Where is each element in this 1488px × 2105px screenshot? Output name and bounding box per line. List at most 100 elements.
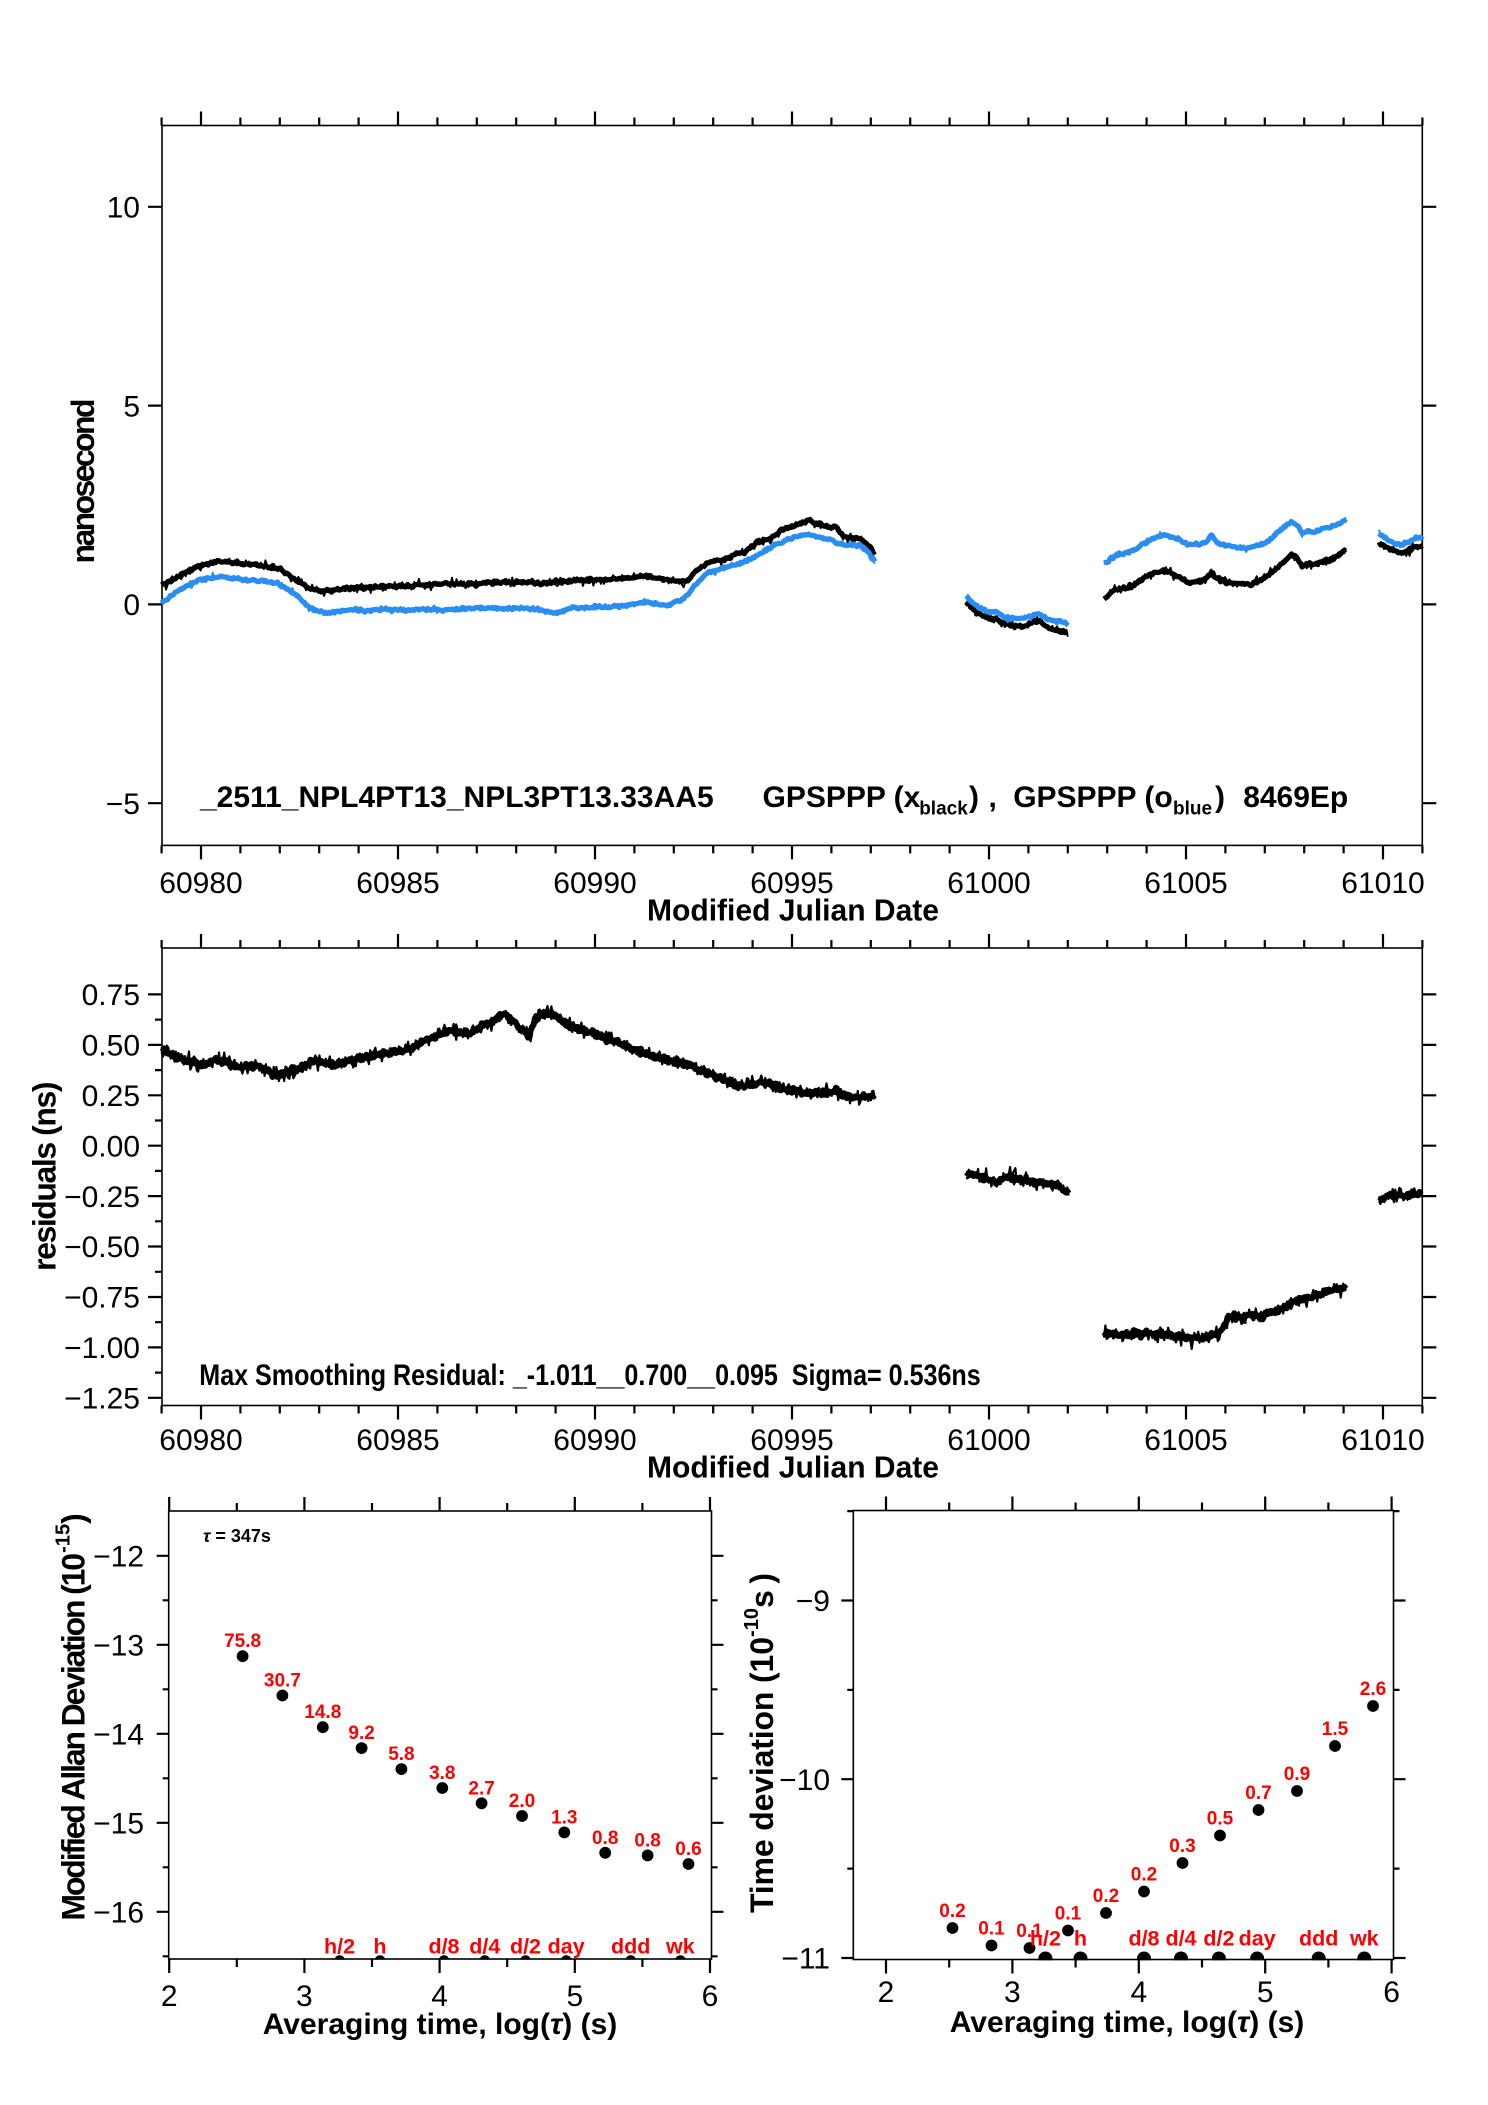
svg-text:−16: −16 (93, 1897, 144, 1930)
svg-text:2.0: 2.0 (509, 1791, 535, 1812)
svg-text:2.7: 2.7 (468, 1778, 494, 1799)
svg-text:0: 0 (123, 589, 140, 622)
svg-text:0.1: 0.1 (1055, 1904, 1082, 1925)
svg-text:d/8: d/8 (428, 1935, 459, 1959)
svg-text:60980: 60980 (159, 867, 242, 900)
svg-text:1.3: 1.3 (551, 1807, 577, 1828)
svg-text:8469Ep: 8469Ep (1243, 781, 1348, 814)
svg-text:60980: 60980 (159, 1424, 242, 1457)
svg-text:day: day (1239, 1927, 1276, 1951)
svg-text:9.2: 9.2 (348, 1723, 374, 1744)
svg-text:0.00: 0.00 (82, 1130, 140, 1163)
svg-text:6: 6 (702, 1980, 719, 2013)
svg-text:5.8: 5.8 (388, 1744, 414, 1765)
svg-text:0.7: 0.7 (1245, 1783, 1271, 1804)
svg-text:0.75: 0.75 (82, 979, 140, 1012)
svg-text:−10: −10 (779, 1764, 830, 1797)
svg-text:2: 2 (878, 1976, 895, 2009)
svg-text:0.9: 0.9 (1284, 1764, 1310, 1785)
svg-text:61005: 61005 (1144, 867, 1227, 900)
svg-text:black: black (919, 799, 968, 820)
svg-text:Modified Julian Date: Modified Julian Date (647, 1449, 939, 1484)
svg-text:60995: 60995 (750, 867, 833, 900)
svg-text:0.3: 0.3 (1169, 1836, 1195, 1857)
svg-text:ddd: ddd (1299, 1927, 1338, 1951)
svg-text:0.25: 0.25 (82, 1080, 140, 1113)
svg-text:GPSPPP (x: GPSPPP (x (763, 781, 921, 814)
svg-text:d/4: d/4 (469, 1935, 500, 1959)
svg-text:−15: −15 (93, 1808, 144, 1841)
svg-text:61010: 61010 (1341, 1424, 1424, 1457)
svg-text:day: day (548, 1935, 585, 1959)
svg-text:−13: −13 (93, 1630, 144, 1663)
svg-text:nanosecond: nanosecond (65, 399, 101, 564)
svg-text:30.7: 30.7 (264, 1671, 301, 1692)
svg-text:−14: −14 (93, 1719, 144, 1752)
svg-text:_2511_NPL4PT13_NPL3PT13.33AA5: _2511_NPL4PT13_NPL3PT13.33AA5 (199, 781, 714, 814)
svg-text:−5: −5 (106, 788, 140, 821)
svg-text:d/8: d/8 (1128, 1927, 1159, 1951)
svg-text:60990: 60990 (553, 1424, 636, 1457)
svg-text:60985: 60985 (356, 1424, 439, 1457)
svg-text:ddd: ddd (611, 1935, 650, 1959)
svg-text:60995: 60995 (750, 1424, 833, 1457)
svg-text:Modified Julian Date: Modified Julian Date (647, 893, 939, 928)
svg-text:0.1: 0.1 (978, 1919, 1005, 1940)
svg-text:3.8: 3.8 (429, 1763, 455, 1784)
svg-text:−11: −11 (781, 1943, 830, 1976)
svg-text:2: 2 (161, 1980, 178, 2013)
svg-text:d/4: d/4 (1165, 1927, 1196, 1951)
svg-text:0.50: 0.50 (82, 1030, 140, 1063)
svg-text:60985: 60985 (356, 867, 439, 900)
svg-text:-10: -10 (741, 1608, 763, 1637)
svg-text:61000: 61000 (947, 1424, 1030, 1457)
svg-text:3: 3 (296, 1980, 313, 2013)
svg-text:residuals (ns): residuals (ns) (27, 1081, 63, 1271)
svg-text:0.8: 0.8 (592, 1828, 618, 1849)
svg-text:−1.25: −1.25 (64, 1383, 140, 1416)
svg-text:GPSPPP (o: GPSPPP (o (1013, 781, 1172, 814)
svg-text:60990: 60990 (553, 867, 636, 900)
svg-text:h: h (373, 1935, 386, 1959)
svg-text:wk: wk (665, 1935, 695, 1959)
svg-text:-15: -15 (53, 1524, 75, 1553)
svg-text:4: 4 (1130, 1976, 1147, 2009)
svg-text:Averaging time, log(τ) (s): Averaging time, log(τ) (s) (263, 2008, 618, 2041)
svg-text:10: 10 (107, 192, 140, 225)
svg-text:wk: wk (1349, 1927, 1379, 1951)
svg-text:4: 4 (431, 1980, 448, 2013)
svg-text:75.8: 75.8 (224, 1631, 261, 1652)
svg-text:0.2: 0.2 (939, 1901, 965, 1922)
svg-text:h/2: h/2 (1030, 1927, 1061, 1951)
svg-text:5: 5 (566, 1980, 583, 2013)
svg-text:61010: 61010 (1341, 867, 1424, 900)
svg-text:h: h (1074, 1927, 1087, 1951)
svg-text:14.8: 14.8 (304, 1702, 341, 1723)
svg-text:τ = 347s: τ = 347s (203, 1526, 271, 1546)
svg-text:): ) (56, 1513, 92, 1524)
svg-text:0.5: 0.5 (1207, 1809, 1234, 1830)
svg-text:−0.25: −0.25 (64, 1181, 140, 1214)
svg-text:,: , (989, 781, 997, 814)
svg-text:−0.50: −0.50 (64, 1231, 140, 1264)
svg-text:): ) (1215, 781, 1225, 814)
svg-text:Time deviation (10: Time deviation (10 (744, 1637, 780, 1913)
svg-text:Averaging time, log(τ) (s): Averaging time, log(τ) (s) (950, 2006, 1305, 2039)
svg-text:−9: −9 (796, 1585, 830, 1618)
svg-text:0.1: 0.1 (1016, 1921, 1043, 1942)
svg-text:h/2: h/2 (324, 1935, 355, 1959)
svg-text:6: 6 (1383, 1976, 1400, 2009)
svg-text:): ) (969, 781, 979, 814)
svg-text:d/2: d/2 (510, 1935, 541, 1959)
svg-text:0.8: 0.8 (634, 1830, 660, 1851)
svg-text:Max Smoothing Residual: _-1.01: Max Smoothing Residual: _-1.011__0.700__… (199, 1359, 980, 1392)
svg-text:s): s) (744, 1573, 780, 1608)
svg-text:0.2: 0.2 (1131, 1865, 1157, 1886)
svg-text:−1.00: −1.00 (64, 1332, 140, 1365)
svg-text:−12: −12 (93, 1541, 144, 1574)
svg-text:0.6: 0.6 (675, 1839, 701, 1860)
svg-text:61000: 61000 (947, 867, 1030, 900)
svg-text:d/2: d/2 (1203, 1927, 1234, 1951)
svg-text:−0.75: −0.75 (64, 1282, 140, 1315)
svg-text:0.2: 0.2 (1093, 1886, 1119, 1907)
